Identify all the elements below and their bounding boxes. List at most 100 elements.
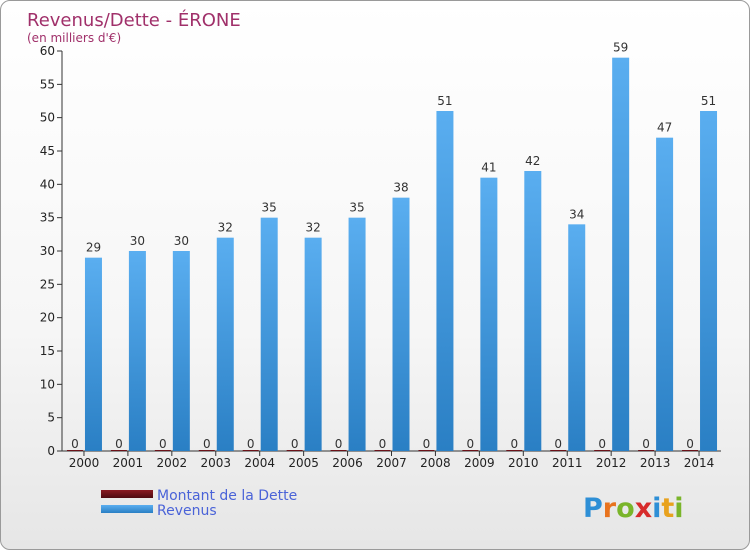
bar-debt: [506, 450, 523, 451]
bar-revenus: [700, 111, 718, 451]
y-tick-label: 60: [40, 44, 55, 58]
y-tick-label: 15: [40, 344, 55, 358]
bar-revenus: [260, 217, 278, 451]
bar-debt: [242, 450, 259, 451]
bar-debt: [550, 450, 567, 451]
x-tick-label: 2013: [640, 456, 671, 470]
y-tick-label: 0: [47, 444, 55, 458]
logo-letter: x: [635, 493, 652, 524]
bar-revenus: [524, 171, 542, 451]
x-tick-label: 2003: [200, 456, 231, 470]
x-tick-label: 2008: [420, 456, 451, 470]
data-label-revenus: 30: [174, 234, 189, 248]
data-label-debt: 0: [642, 437, 650, 451]
legend-swatch-revenus: [101, 505, 153, 513]
chart-subtitle: (en milliers d'€): [27, 31, 121, 45]
data-label-debt: 0: [71, 437, 79, 451]
x-tick-label: 2011: [552, 456, 583, 470]
chart-title: Revenus/Dette - ÉRONE: [27, 9, 241, 31]
y-tick-label: 20: [40, 311, 55, 325]
y-tick-label: 10: [40, 377, 55, 391]
bar-debt: [286, 450, 303, 451]
data-label-debt: 0: [598, 437, 606, 451]
bar-revenus: [172, 251, 190, 451]
data-label-revenus: 51: [701, 94, 716, 108]
data-label-debt: 0: [686, 437, 694, 451]
data-label-revenus: 29: [86, 241, 101, 255]
bar-debt: [594, 450, 611, 451]
y-tick-label: 40: [40, 177, 55, 191]
legend: Montant de la Dette Revenus: [101, 488, 297, 519]
y-tick-label: 35: [40, 211, 55, 225]
bar-debt: [110, 450, 127, 451]
data-label-debt: 0: [115, 437, 123, 451]
proxiti-logo: Proxiti: [583, 493, 684, 524]
data-label-revenus: 32: [218, 221, 233, 235]
bar-debt: [462, 450, 479, 451]
bar-debt: [418, 450, 435, 451]
bar-revenus: [612, 57, 630, 452]
y-tick-label: 45: [40, 144, 55, 158]
legend-label-revenus: Revenus: [157, 503, 217, 519]
y-tick-label: 50: [40, 111, 55, 125]
data-label-revenus: 42: [525, 154, 540, 168]
data-label-revenus: 32: [305, 221, 320, 235]
x-tick-label: 2007: [376, 456, 407, 470]
logo-letter: r: [603, 493, 617, 524]
logo-letter: o: [616, 493, 635, 524]
x-tick-label: 2001: [113, 456, 144, 470]
y-tick-label: 5: [47, 411, 55, 425]
data-label-debt: 0: [247, 437, 255, 451]
x-tick-label: 2012: [596, 456, 627, 470]
bars: [66, 57, 718, 452]
bar-debt: [330, 450, 347, 451]
bar-revenus: [436, 111, 454, 451]
x-tick-label: 2004: [244, 456, 275, 470]
bar-revenus: [656, 137, 674, 451]
y-tick-label: 30: [40, 244, 55, 258]
data-label-revenus: 35: [262, 201, 277, 215]
bar-revenus: [128, 251, 146, 451]
x-tick-label: 2000: [69, 456, 100, 470]
data-label-debt: 0: [379, 437, 387, 451]
data-labels: 0 29 0 30 0 30 0 32 0 35 0 32 0 35 0 38 0 51 0 41 0 42 0 34 0 59 0…: [71, 41, 716, 451]
x-tick-label: 2010: [508, 456, 539, 470]
bar-revenus: [392, 197, 410, 451]
bar-debt: [198, 450, 215, 451]
data-label-debt: 0: [291, 437, 299, 451]
bar-debt: [638, 450, 655, 451]
y-tick-label: 25: [40, 277, 55, 291]
logo-letter: P: [583, 493, 603, 524]
data-label-revenus: 47: [657, 121, 672, 135]
legend-label-debt: Montant de la Dette: [157, 488, 297, 504]
x-tick-label: 2014: [684, 456, 715, 470]
data-label-debt: 0: [510, 437, 518, 451]
bar-debt: [154, 450, 171, 451]
data-label-debt: 0: [423, 437, 431, 451]
data-label-debt: 0: [467, 437, 475, 451]
x-tick-label: 2009: [464, 456, 495, 470]
data-label-debt: 0: [159, 437, 167, 451]
data-label-debt: 0: [203, 437, 211, 451]
bar-revenus: [304, 237, 322, 451]
data-label-revenus: 41: [481, 161, 496, 175]
data-label-debt: 0: [554, 437, 562, 451]
data-label-debt: 0: [335, 437, 343, 451]
data-label-revenus: 59: [613, 41, 628, 55]
data-label-revenus: 34: [569, 207, 584, 221]
x-tick-label: 2005: [288, 456, 319, 470]
data-label-revenus: 35: [349, 201, 364, 215]
bar-debt: [682, 450, 699, 451]
y-tick-label: 55: [40, 77, 55, 91]
bar-revenus: [480, 177, 498, 451]
bar-revenus: [348, 217, 366, 451]
data-label-revenus: 30: [130, 234, 145, 248]
legend-swatch-debt: [101, 490, 153, 498]
logo-letter: i: [652, 493, 661, 524]
bar-revenus: [568, 224, 586, 451]
x-tick-label: 2002: [157, 456, 188, 470]
logo-letter: i: [674, 493, 683, 524]
